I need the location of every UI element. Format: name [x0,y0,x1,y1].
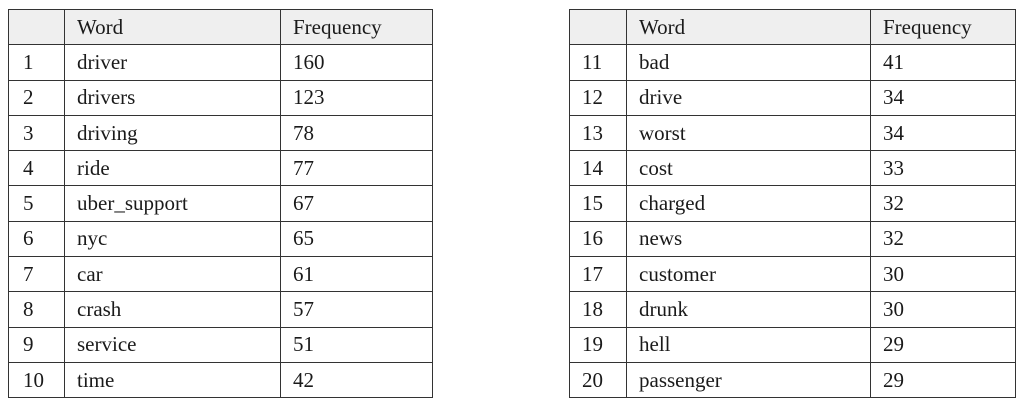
word-cell: drive [626,79,871,116]
frequency-cell: 29 [870,326,1016,363]
frequency-cell: 34 [870,79,1016,116]
frequency-cell: 78 [280,114,433,152]
frequency-cell: 41 [870,44,1016,81]
word-cell: driving [64,114,281,152]
table-row: 7 car 61 [8,256,433,293]
word-cell: bad [626,44,871,81]
table-row: 5 uber_support 67 [8,185,433,222]
rank-cell: 8 [8,291,65,328]
frequency-cell: 65 [280,220,433,258]
word-cell: service [64,326,281,363]
table-row: 17 customer 30 [569,256,1016,293]
word-cell: customer [626,256,871,293]
rank-cell: 12 [569,79,627,116]
table-row: 15 charged 32 [569,185,1016,222]
frequency-cell: 42 [280,361,433,399]
rank-column-header [569,8,627,46]
rank-column-header [8,8,65,46]
table-row: 2 drivers 123 [8,79,433,116]
table-row: 18 drunk 30 [569,291,1016,328]
frequency-cell: 51 [280,326,433,363]
table-row: 4 ride 77 [8,150,433,187]
frequency-column-header: Frequency [870,8,1016,46]
rank-cell: 3 [8,114,65,152]
table-row: 9 service 51 [8,326,433,363]
rank-cell: 7 [8,256,65,293]
frequency-cell: 77 [280,150,433,187]
frequency-cell: 32 [870,220,1016,258]
rank-cell: 16 [569,220,627,258]
frequency-cell: 34 [870,114,1016,152]
rank-cell: 2 [8,79,65,116]
frequency-cell: 160 [280,44,433,81]
frequency-cell: 30 [870,256,1016,293]
rank-cell: 19 [569,326,627,363]
word-cell: drivers [64,79,281,116]
rank-cell: 14 [569,150,627,187]
rank-cell: 15 [569,185,627,222]
word-cell: ride [64,150,281,187]
rank-cell: 1 [8,44,65,81]
rank-cell: 11 [569,44,627,81]
frequency-column-header: Frequency [280,8,433,46]
table-row: 8 crash 57 [8,291,433,328]
frequency-cell: 29 [870,361,1016,399]
frequency-cell: 67 [280,185,433,222]
rank-cell: 4 [8,150,65,187]
table-row: 10 time 42 [8,361,433,399]
table-row: 3 driving 78 [8,114,433,152]
word-frequency-table-right: Word Frequency 11 bad 41 12 drive 34 13 worst 34… [569,8,1016,399]
rank-cell: 20 [569,361,627,399]
rank-cell: 9 [8,326,65,363]
word-cell: drunk [626,291,871,328]
word-cell: worst [626,114,871,152]
table-row: 6 nyc 65 [8,220,433,258]
table-row: 11 bad 41 [569,44,1016,81]
word-cell: driver [64,44,281,81]
table-row: 14 cost 33 [569,150,1016,187]
word-cell: car [64,256,281,293]
word-cell: time [64,361,281,399]
table-row: 16 news 32 [569,220,1016,258]
word-cell: charged [626,185,871,222]
word-column-header: Word [64,8,281,46]
word-cell: hell [626,326,871,363]
word-cell: news [626,220,871,258]
word-cell: nyc [64,220,281,258]
rank-cell: 10 [8,361,65,399]
word-cell: uber_support [64,185,281,222]
rank-cell: 13 [569,114,627,152]
frequency-cell: 33 [870,150,1016,187]
rank-cell: 17 [569,256,627,293]
rank-cell: 6 [8,220,65,258]
word-cell: cost [626,150,871,187]
rank-cell: 5 [8,185,65,222]
word-cell: passenger [626,361,871,399]
table-row: 19 hell 29 [569,326,1016,363]
table-header-row: Word Frequency [569,8,1016,46]
frequency-cell: 30 [870,291,1016,328]
table-header-row: Word Frequency [8,8,433,46]
word-cell: crash [64,291,281,328]
table-row: 12 drive 34 [569,79,1016,116]
table-row: 13 worst 34 [569,114,1016,152]
frequency-cell: 57 [280,291,433,328]
table-row: 20 passenger 29 [569,361,1016,399]
frequency-cell: 32 [870,185,1016,222]
word-frequency-table-left: Word Frequency 1 driver 160 2 drivers 123 3 dri… [8,8,433,399]
rank-cell: 18 [569,291,627,328]
table-row: 1 driver 160 [8,44,433,81]
word-column-header: Word [626,8,871,46]
frequency-cell: 61 [280,256,433,293]
frequency-cell: 123 [280,79,433,116]
